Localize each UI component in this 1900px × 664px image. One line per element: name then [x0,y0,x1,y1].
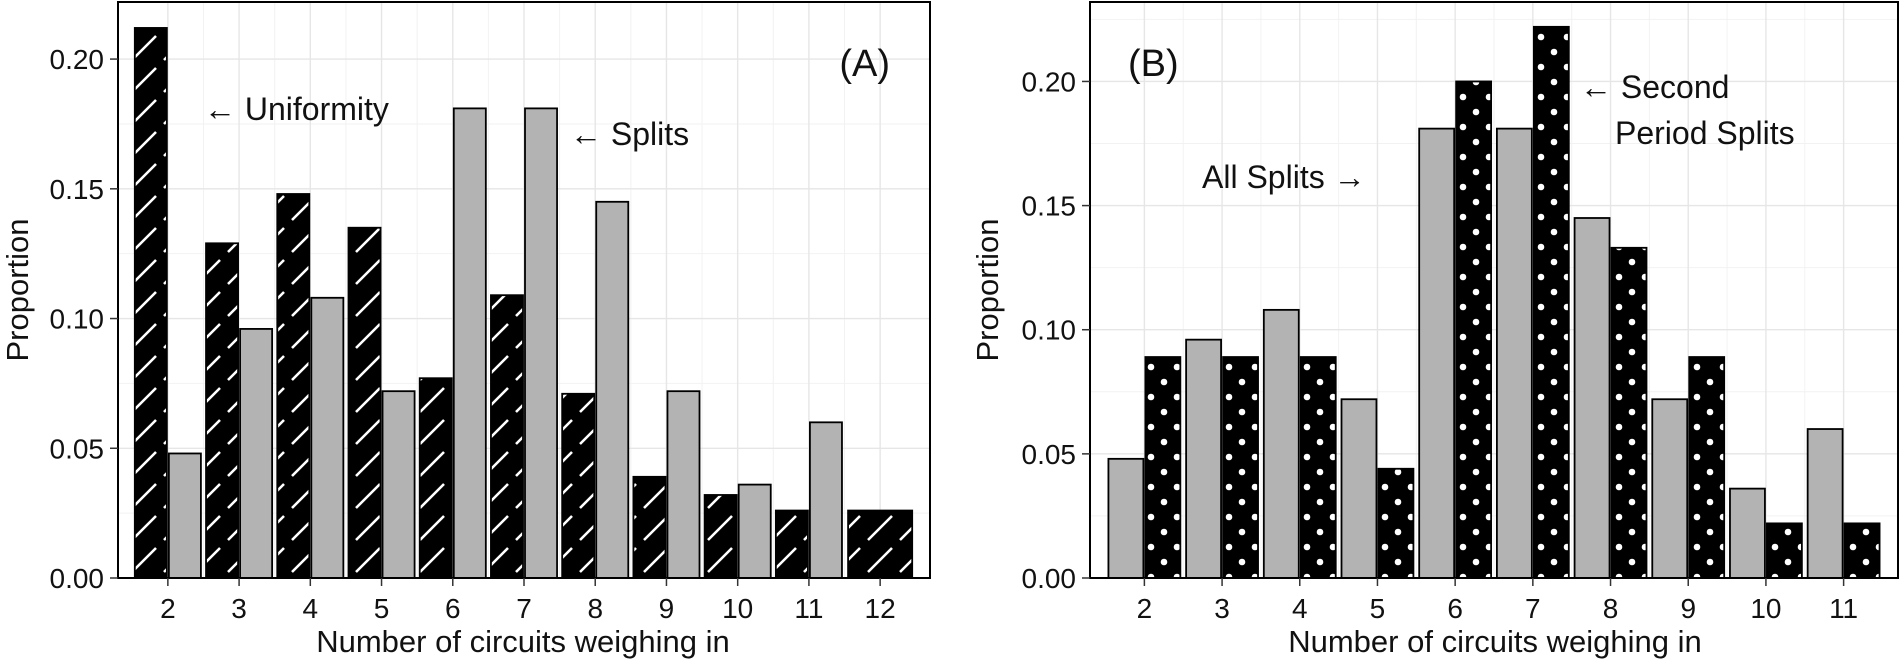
panel-b-x-axis-title: Number of circuits weighing in [1288,624,1702,659]
panel-b-bar-second-period-splits-8 [1610,246,1648,579]
panel-b-bar-all-splits-6 [1418,127,1456,579]
panel-a-y-tick-label: 0.00 [50,563,105,594]
panel-b-y-tick-label: 0.05 [1022,439,1077,470]
panel-b-bar-second-period-splits-10 [1766,522,1803,579]
panel-a-bar-uniformity-12 [847,509,914,579]
panel-a-label: (A) [839,43,890,85]
panel-a-bar-uniformity-6 [418,377,453,579]
panel-a-bar-splits-8 [595,200,630,579]
panel-a-grid [118,2,930,579]
panel-a-bars [133,27,914,579]
panel-a-y-axis-title: Proportion [0,218,35,361]
panel-b-y-tick-label: 0.20 [1022,66,1077,97]
panel-b-bar-all-splits-2 [1107,457,1145,579]
panel-a-annotation-uniformity: ← Uniformity [204,91,389,127]
panel-b-bar-all-splits-7 [1495,127,1533,579]
panel-a-bar-uniformity-11 [774,509,809,579]
panel-b-bar-all-splits-9 [1651,398,1689,579]
panel-b-x-tick-label: 3 [1214,593,1230,624]
panel-a-x-tick-label: 12 [865,593,896,624]
panel-a-bar-splits-10 [737,483,772,579]
panel-b-bar-all-splits-10 [1729,487,1766,579]
panel-a-bar-splits-9 [666,390,701,579]
panel-a-bar-uniformity-8 [561,392,596,579]
panel-a-bar-splits-11 [809,421,843,579]
panel-a-bar-uniformity-3 [205,242,239,579]
panel-b-bar-second-period-splits-5 [1377,467,1415,579]
panel-a-y-tick-label: 0.10 [50,304,105,335]
panel-b-x-tick-label: 9 [1680,593,1696,624]
panel-b-y-tick-label: 0.10 [1022,315,1077,346]
panel-a-bar-splits-6 [452,107,487,579]
panel-b-y-tick-label: 0.00 [1022,563,1077,594]
panel-a-bar-splits-3 [239,328,274,579]
panel-b-plot-frame [1089,1,1899,579]
panel-a-x-tick-label: 7 [516,593,532,624]
panel-a-x-tick-label: 8 [587,593,603,624]
panel-a-bar-uniformity-9 [632,475,667,579]
panel-b-label: (B) [1128,43,1179,85]
panel-b-bar-second-period-splits-4 [1299,356,1337,579]
panel-a-y-tick-label: 0.05 [50,433,105,464]
panel-b-bar-second-period-splits-2 [1144,356,1182,579]
panel-b-bar-second-period-splits-6 [1455,80,1493,579]
panel-b-annotation-period-splits: Period Splits [1615,115,1795,151]
panel-b-bar-second-period-splits-7 [1532,25,1570,579]
panel-a-ticks: 0.00 0.05 0.10 0.15 0.20 2 3 4 5 6 7 8 9 10 11 12 [50,44,896,624]
panel-a-x-tick-label: 5 [374,593,390,624]
panel-a-bar-uniformity-4 [276,193,311,579]
panel-b-bar-second-period-splits-9 [1688,356,1726,579]
panel-a-bar-splits-2 [167,452,202,579]
panel-a-x-tick-label: 9 [659,593,675,624]
panel-a-x-tick-label: 10 [722,593,753,624]
panel-b-y-tick-label: 0.15 [1022,191,1077,222]
panel-a-bar-uniformity-7 [490,294,524,579]
panel-b-annotation-second: ← Second [1580,69,1729,105]
panel-b-x-tick-label: 10 [1750,593,1781,624]
panel-a-x-tick-label: 2 [160,593,176,624]
panel-a-bar-uniformity-5 [347,226,382,579]
panel-a-bar-splits-4 [310,296,345,579]
panel-a-y-tick-label: 0.15 [50,174,105,205]
panel-b-bar-second-period-splits-11 [1843,522,1881,579]
panel-b-x-tick-label: 5 [1370,593,1386,624]
panel-a-bar-uniformity-10 [703,494,738,579]
panel-b-x-tick-label: 4 [1292,593,1308,624]
panel-b-x-tick-label: 8 [1603,593,1619,624]
panel-b-ticks: 0.00 0.05 0.10 0.15 0.20 2 3 4 5 6 7 8 9 10 11 [1022,66,1859,624]
panel-a-x-tick-label: 11 [794,593,823,624]
panel-b-bar-all-splits-4 [1262,308,1300,579]
panel-b-bar-all-splits-8 [1573,217,1611,579]
panel-a-x-tick-label: 6 [445,593,461,624]
panel-a-bar-splits-5 [381,390,416,579]
panel-b-chart: 0.00 0.05 0.10 0.15 0.20 2 3 4 5 6 7 8 9 10 11 (B) All… [970,1,1899,659]
panel-a-x-axis-title: Number of circuits weighing in [316,624,730,659]
panel-b-x-tick-label: 6 [1447,593,1463,624]
panel-a-bar-uniformity-2 [133,27,168,579]
panel-b-x-tick-label: 2 [1137,593,1153,624]
panel-a-y-tick-label: 0.20 [50,44,105,75]
panel-b-annotation-all-splits: All Splits → [1202,159,1366,195]
panel-a-x-tick-label: 4 [303,593,319,624]
panel-b-bars [1107,25,1881,579]
panel-b-bar-second-period-splits-3 [1222,356,1259,579]
panel-a-chart: 0.00 0.05 0.10 0.15 0.20 2 3 4 5 6 7 8 9 10 11 12 (A) ←… [0,1,931,659]
panel-a-bar-splits-7 [524,107,558,579]
panel-a-annotation-splits: ← Splits [570,116,689,152]
panel-b-y-axis-title: Proportion [970,218,1005,361]
panel-b-x-tick-label: 11 [1829,593,1858,624]
panel-b-bar-all-splits-11 [1806,428,1844,579]
panel-b-bar-all-splits-3 [1185,338,1222,579]
panel-a-x-tick-label: 3 [231,593,247,624]
panel-b-bar-all-splits-5 [1340,398,1378,579]
panel-b-x-tick-label: 7 [1525,593,1541,624]
